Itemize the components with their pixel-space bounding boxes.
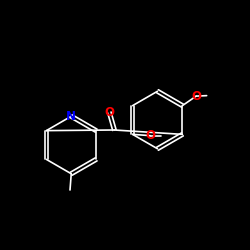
- Text: O: O: [191, 90, 201, 102]
- Text: O: O: [145, 129, 155, 142]
- Text: N: N: [66, 110, 76, 123]
- Text: O: O: [104, 106, 114, 119]
